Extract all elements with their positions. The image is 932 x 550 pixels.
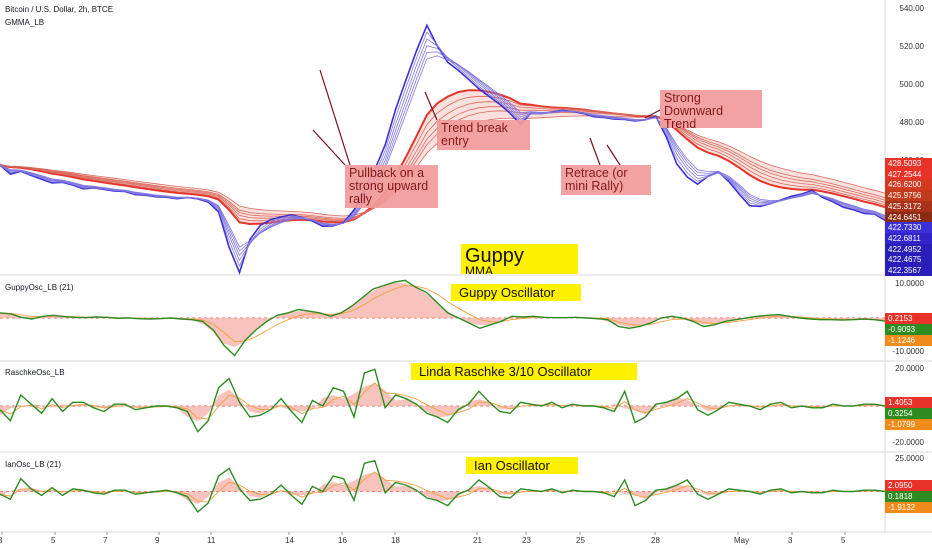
osc3-badge-2: -1.9132 bbox=[885, 502, 932, 513]
retrace-annotation: Retrace (or mini Rally) bbox=[561, 165, 651, 195]
x-tick-label-12: May bbox=[734, 536, 750, 545]
annotation-arrow-1 bbox=[319, 69, 351, 166]
long-ema-1 bbox=[0, 95, 886, 222]
price-badge-2: 426.6200 bbox=[885, 179, 932, 191]
x-tick-label-10: 25 bbox=[576, 536, 585, 545]
price-badge-10: 422.3567 bbox=[885, 265, 932, 276]
osc1-tick-1: -10.0000 bbox=[892, 347, 924, 357]
osc1-main-line bbox=[0, 279, 886, 357]
price-badge-5: 424.6451 bbox=[885, 211, 932, 223]
osc3-histogram bbox=[0, 472, 885, 504]
long-ema-0 bbox=[0, 89, 886, 226]
annotation-arrow-2 bbox=[424, 91, 438, 121]
price-badge-6: 422.7330 bbox=[885, 222, 932, 234]
ian-osc-label: Ian Oscillator bbox=[466, 457, 578, 474]
price-badge-3: 425.9756 bbox=[885, 190, 932, 202]
annotation-arrow-3 bbox=[589, 137, 601, 166]
osc3-main-line bbox=[0, 459, 886, 514]
x-tick-label-8: 21 bbox=[473, 536, 482, 545]
indicator-name: GMMA_LB bbox=[5, 18, 45, 27]
price-badge-8: 422.4952 bbox=[885, 243, 932, 255]
short-ema-3 bbox=[0, 45, 886, 257]
x-tick-label-13: 3 bbox=[788, 536, 793, 545]
x-tick-label-2: 7 bbox=[103, 536, 108, 545]
x-tick-label-5: 14 bbox=[285, 536, 294, 545]
price-tick-0: 540.00 bbox=[899, 4, 924, 14]
osc1-name: GuppyOsc_LB (21) bbox=[5, 283, 74, 292]
price-tick-2: 500.00 bbox=[899, 80, 924, 90]
x-tick-label-9: 23 bbox=[522, 536, 531, 545]
guppy-subtitle: MMA bbox=[465, 264, 493, 274]
osc3-name: IanOsc_LB (21) bbox=[5, 460, 62, 469]
price-badge-1: 427.2544 bbox=[885, 168, 932, 180]
x-tick-label-7: 18 bbox=[391, 536, 400, 545]
x-tick-label-4: 11 bbox=[207, 536, 216, 545]
guppy-title-label: Guppy MMA bbox=[461, 244, 578, 274]
osc2-histogram bbox=[0, 383, 885, 422]
osc2-badge-2: -1.0799 bbox=[885, 419, 932, 430]
osc2-tick-1: -20.0000 bbox=[892, 437, 924, 447]
long-ema-2 bbox=[0, 101, 886, 221]
osc3-badge-1: 0.1818 bbox=[885, 491, 932, 502]
raschke-osc-label: Linda Raschke 3/10 Oscillator bbox=[411, 363, 637, 380]
osc2-name: RaschkeOsc_LB bbox=[5, 368, 65, 377]
price-tick-3: 480.00 bbox=[899, 118, 924, 128]
osc2-badge-0: 1.4053 bbox=[885, 397, 932, 408]
osc1-tick-0: 10.0000 bbox=[895, 278, 924, 288]
x-tick-label-6: 16 bbox=[338, 536, 347, 545]
osc1-badge-1: -0.9093 bbox=[885, 324, 932, 335]
guppy-osc-label: Guppy Oscillator bbox=[451, 284, 581, 301]
osc1-histogram bbox=[0, 282, 885, 347]
price-badge-0: 428.5093 bbox=[885, 158, 932, 169]
x-tick-label-0: 3 bbox=[0, 536, 3, 545]
pullback-annotation: Pullback on a strong upward rally bbox=[345, 165, 438, 208]
osc2-main-line bbox=[0, 368, 886, 433]
chart-title: Bitcoin / U.S. Dollar, 2h, BTCE bbox=[5, 5, 114, 14]
short-ema-4 bbox=[0, 51, 886, 252]
price-badge-9: 422.4675 bbox=[885, 254, 932, 266]
osc1-badge-0: 0.2153 bbox=[885, 313, 932, 324]
osc3-tick-0: 25.0000 bbox=[895, 454, 924, 464]
annotation-arrow-4 bbox=[606, 144, 621, 166]
guppy-title: Guppy bbox=[465, 245, 524, 267]
osc2-badge-1: 0.3254 bbox=[885, 408, 932, 419]
osc3-badge-0: 2.0950 bbox=[885, 480, 932, 491]
annotation-arrow-5 bbox=[644, 109, 661, 119]
osc1-badge-2: -1.1246 bbox=[885, 335, 932, 346]
osc2-tick-0: 20.0000 bbox=[895, 364, 924, 374]
price-tick-1: 520.00 bbox=[899, 42, 924, 52]
trend-break-annotation: Trend break entry bbox=[437, 120, 530, 150]
x-tick-label-3: 9 bbox=[155, 536, 160, 545]
price-badge-7: 422.6811 bbox=[885, 232, 932, 244]
short-ema-5 bbox=[0, 55, 886, 248]
x-tick-label-1: 5 bbox=[51, 536, 56, 545]
downtrend-annotation: Strong Downward Trend bbox=[660, 90, 762, 131]
annotation-arrow-0 bbox=[312, 129, 346, 166]
x-tick-label-11: 28 bbox=[651, 536, 660, 545]
x-tick-label-14: 5 bbox=[841, 536, 846, 545]
price-badge-4: 425.3172 bbox=[885, 200, 932, 212]
